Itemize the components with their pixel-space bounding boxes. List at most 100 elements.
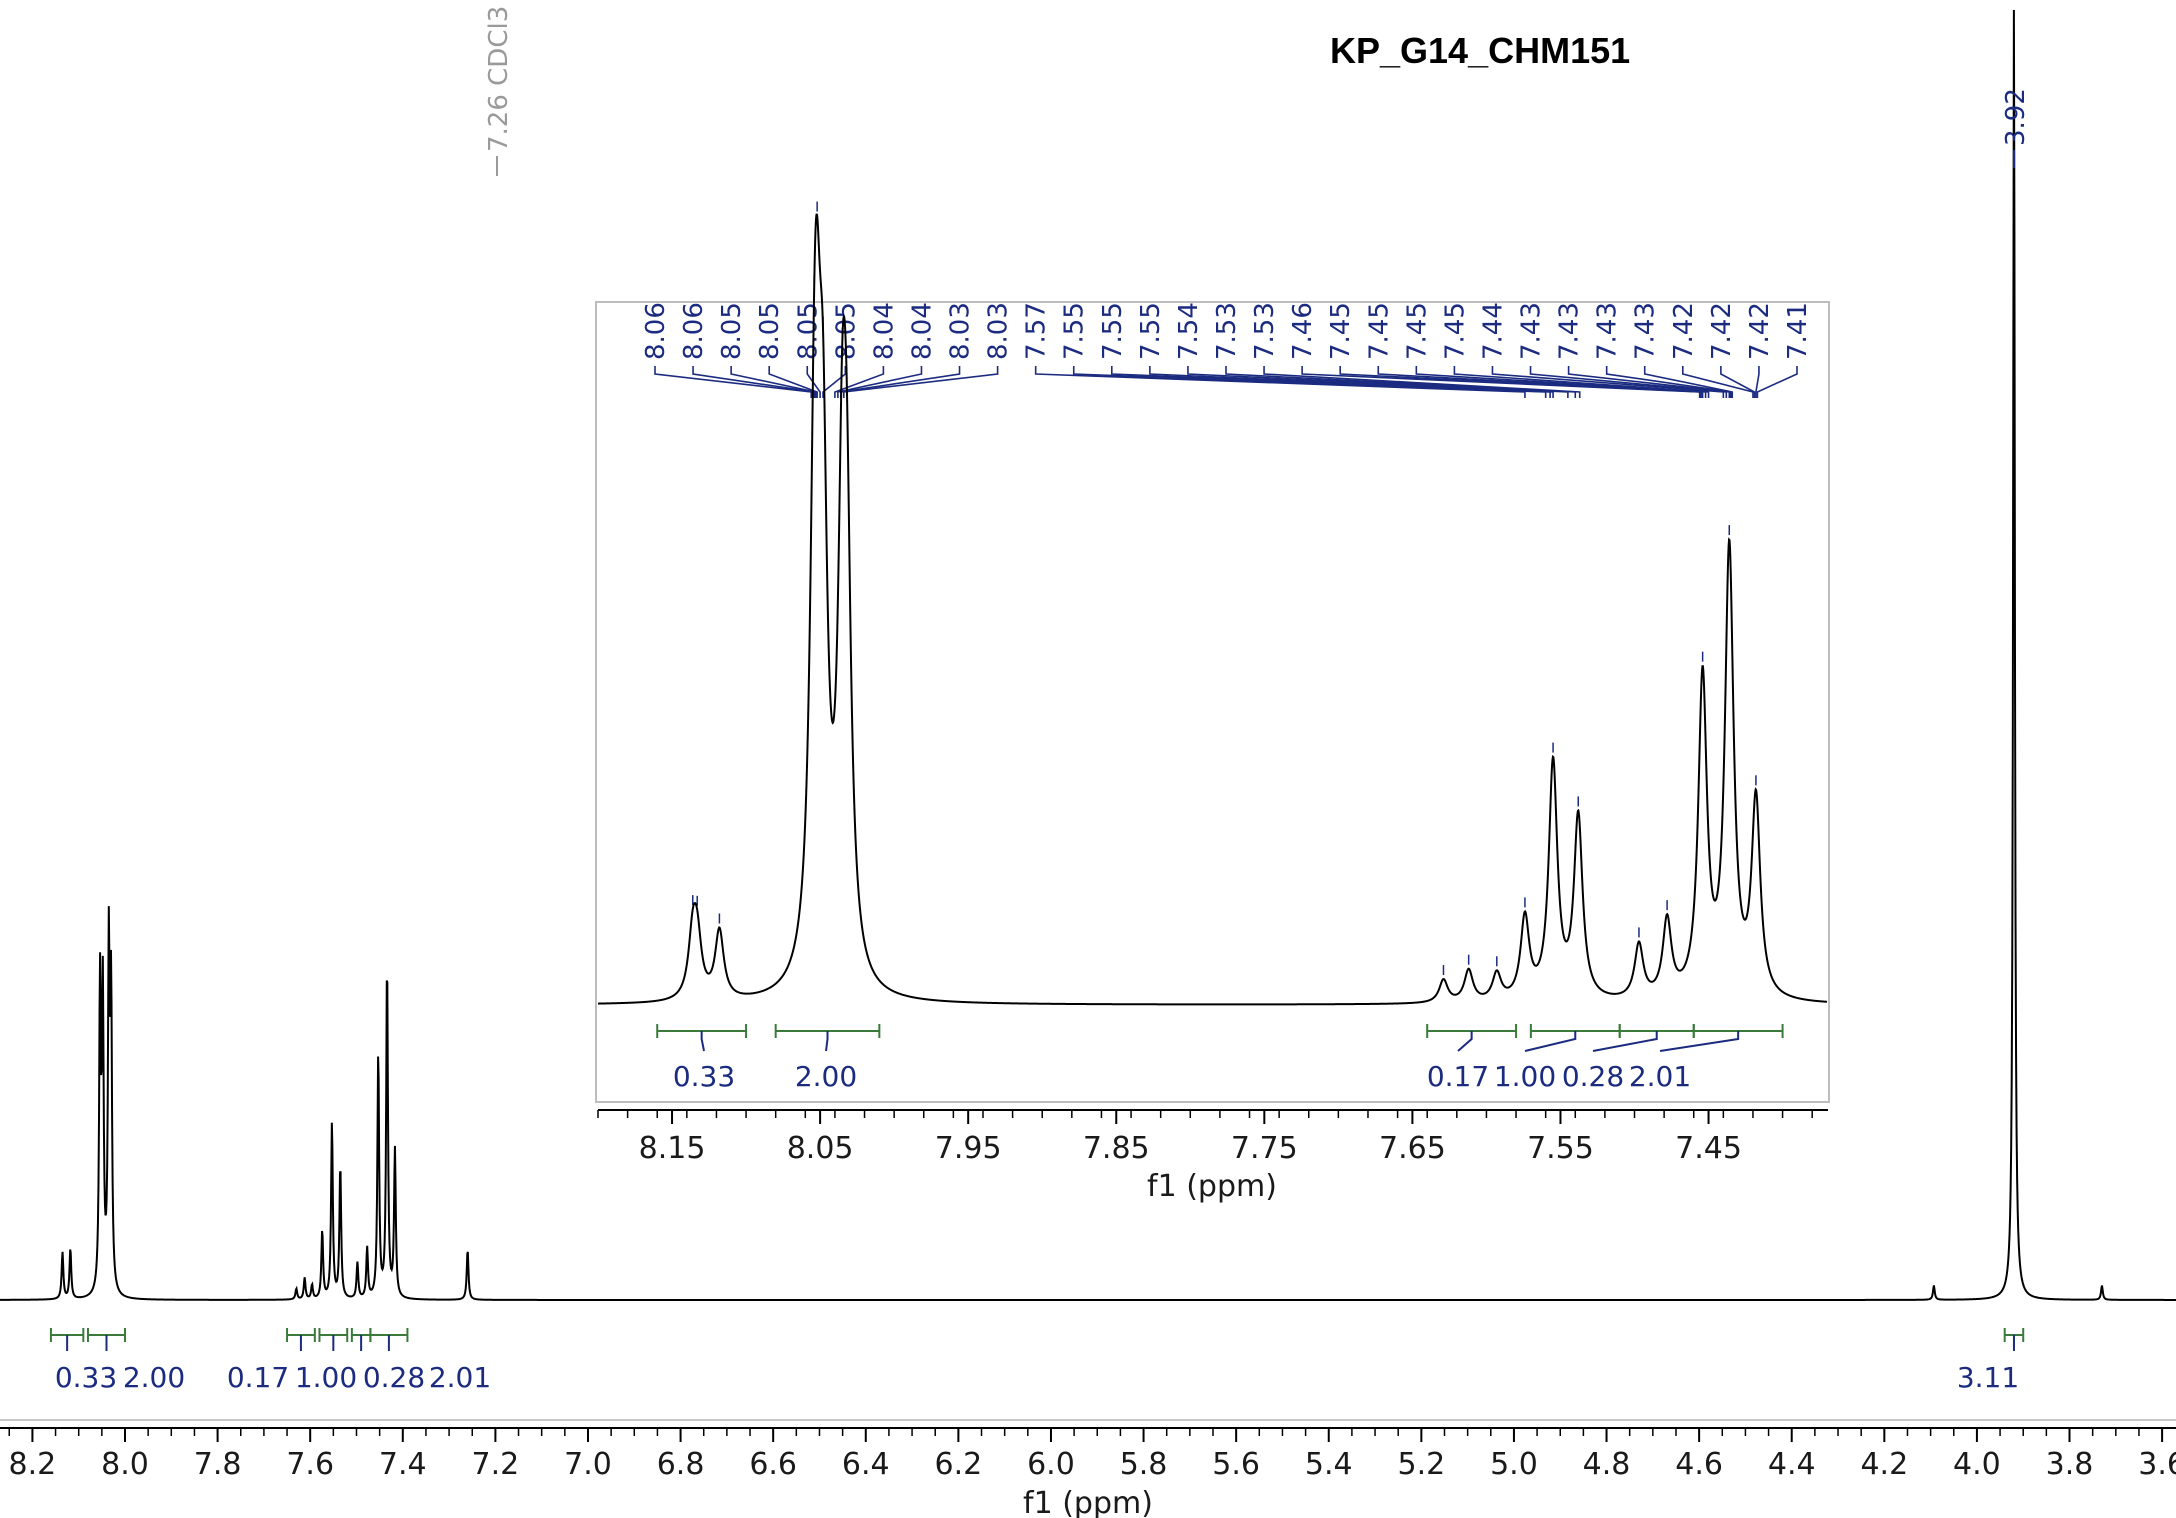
inset-integral: 2.00 (774, 1024, 881, 1093)
inset-peak-label-text: 7.45 (1402, 302, 1432, 360)
peak-leader (834, 366, 885, 398)
inset-peak-label-text: 7.53 (1212, 302, 1242, 360)
inset-peak-label-text: 7.45 (1440, 302, 1470, 360)
inset-peak-label-text: 8.06 (679, 302, 709, 360)
main-integral-label: 0.33 (55, 1361, 117, 1394)
main-integral-label: 2.00 (123, 1361, 185, 1394)
peak-leader (1453, 366, 1710, 398)
peak-leader (730, 366, 817, 398)
main-x-tick-label: 8.0 (101, 1447, 149, 1482)
main-integral-label: 0.28 (363, 1361, 425, 1394)
main-x-tick-label: 8.2 (9, 1447, 57, 1482)
inset-peak-label-text: 8.06 (641, 302, 671, 360)
inset-peak-label-text: 7.43 (1517, 302, 1547, 360)
inset-x-tick-label: 7.45 (1675, 1131, 1742, 1166)
inset-peak-label-text: 7.44 (1478, 302, 1508, 360)
main-integral-label: 3.11 (1957, 1361, 2019, 1394)
inset-peak-label: 8.06 (679, 302, 815, 398)
inset-integrals: 0.33 2.00 0.17 1.00 0.28 2.01 (656, 1024, 1784, 1093)
main-x-tick-label: 4.6 (1675, 1447, 1723, 1482)
peak-leader (1301, 366, 1701, 398)
main-x-tick-label: 7.2 (472, 1447, 520, 1482)
main-integral-label: 0.17 (227, 1361, 289, 1394)
main-x-axis-label: f1 (ppm) (1023, 1486, 1153, 1518)
inset-integral-label: 0.17 (1427, 1060, 1489, 1093)
inset-peak-label: 7.43 (1555, 302, 1731, 398)
peak-leader (1034, 366, 1526, 398)
inset-peak-label: 8.04 (837, 302, 937, 398)
main-x-tick-label: 4.2 (1860, 1447, 1908, 1482)
integral-leader (1592, 1031, 1658, 1052)
peak-leader (654, 366, 813, 398)
inset-peak-label: 7.43 (1631, 302, 1734, 398)
integral-leader (700, 1031, 705, 1052)
main-x-tick-label: 3.6 (2138, 1447, 2176, 1482)
inset-x-tick-label: 7.85 (1083, 1131, 1150, 1166)
peak-leader (1187, 366, 1569, 398)
inset-peak-label: 7.42 (1669, 302, 1754, 398)
inset-peak-label-text: 7.54 (1174, 302, 1204, 360)
main-x-tick-label: 6.8 (657, 1447, 705, 1482)
inset-peak-labels: 8.06 8.06 8.05 8.05 8.05 8.05 8.04 8.04 8.03 8.03… (641, 201, 1813, 976)
main-x-tick-label: 4.0 (1953, 1447, 2001, 1482)
inset-peak-label-text: 8.04 (869, 302, 899, 360)
peak-leader (1263, 366, 1581, 398)
inset-peak-label: 8.05 (717, 302, 817, 398)
inset-peak-label-text: 7.46 (1288, 302, 1318, 360)
peak-leader (843, 366, 999, 398)
inset-peak-label-text: 7.42 (1707, 302, 1737, 360)
inset-integral: 2.01 (1629, 1024, 1784, 1093)
inset-x-axis-label: f1 (ppm) (1147, 1169, 1277, 1204)
peak-leader (1339, 366, 1702, 398)
inset-peak-label-text: 8.04 (907, 302, 937, 360)
inset-x-tick-label: 8.05 (787, 1131, 854, 1166)
inset-x-tick-label: 8.15 (639, 1131, 706, 1166)
main-x-tick-label: 5.8 (1120, 1447, 1168, 1482)
peak-leader (1643, 366, 1734, 398)
inset-integral: 0.17 (1426, 1024, 1518, 1093)
inset-integral: 1.00 (1494, 1024, 1621, 1093)
inset-peak-label-text: 8.05 (717, 302, 747, 360)
inset-peak-label: 7.43 (1517, 302, 1728, 398)
inset-peak-label-text: 8.03 (946, 302, 976, 360)
main-integral: 0.28 (350, 1328, 425, 1394)
main-x-tick-label: 7.8 (194, 1447, 242, 1482)
peak-leader (768, 366, 818, 398)
inset-x-tick-label: 7.75 (1231, 1131, 1298, 1166)
main-integral: 1.00 (295, 1328, 357, 1394)
inset-integral-label: 2.01 (1629, 1060, 1691, 1093)
inset-peak-label: 7.46 (1288, 302, 1701, 398)
inset-spectrum-line (597, 213, 1828, 1006)
inset-peak-label: 7.45 (1364, 302, 1704, 398)
inset-x-tick-label: 7.55 (1527, 1131, 1594, 1166)
main-x-tick-label: 7.0 (564, 1447, 612, 1482)
main-integral-label: 2.01 (429, 1361, 491, 1394)
main-integral: 2.00 (86, 1328, 185, 1394)
peak-leader (1225, 366, 1577, 398)
inset-peak-label: 7.41 (1756, 302, 1813, 398)
main-integral-label: 1.00 (295, 1361, 357, 1394)
inset-peak-label: 7.53 (1250, 302, 1581, 398)
peak-leader (1720, 366, 1756, 398)
inset-peak-label-text: 7.55 (1060, 302, 1090, 360)
inset-x-tick-label: 7.65 (1379, 1131, 1446, 1166)
inset-integral: 0.33 (656, 1024, 748, 1093)
main-x-tick-label: 7.4 (379, 1447, 427, 1482)
main-x-tick-label: 5.6 (1212, 1447, 1260, 1482)
peak-leader (692, 366, 815, 398)
main-x-tick-label: 5.4 (1305, 1447, 1353, 1482)
inset-peak-label: 8.05 (755, 302, 818, 398)
inset-x-tick-label: 7.95 (935, 1131, 1002, 1166)
inset-peak-label: 7.57 (1022, 302, 1526, 398)
inset-peak-label: 7.45 (1326, 302, 1702, 398)
inset-peak-label: 7.54 (1174, 302, 1569, 398)
inset-peak-label: 7.45 (1402, 302, 1707, 398)
main-integrals: 0.33 2.00 0.17 1.00 0.28 2.01 3.11 (49, 1328, 2025, 1394)
inset-peak-label: 8.06 (641, 302, 813, 398)
inset-integral-label: 0.33 (673, 1060, 735, 1093)
peak-leader (1529, 366, 1728, 398)
peak-leader (822, 366, 847, 398)
integral-leader (1524, 1031, 1577, 1052)
inset-peak-label-text: 7.57 (1022, 302, 1052, 360)
inset-peak-label-text: 7.42 (1669, 302, 1699, 360)
